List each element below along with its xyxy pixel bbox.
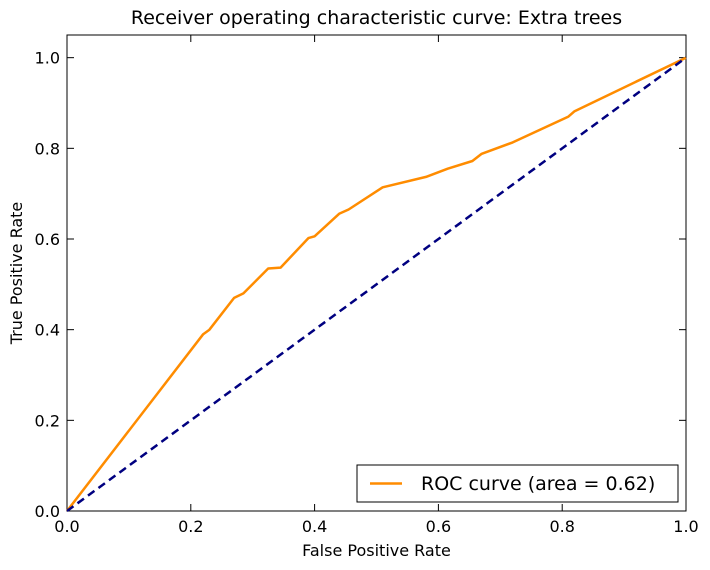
x-tick-label: 0.2: [178, 517, 203, 536]
chance-diagonal-line: [66, 56, 687, 513]
legend-box: [356, 464, 679, 503]
x-axis-label: False Positive Rate: [302, 541, 451, 560]
legend: ROC curve (area = 0.62): [356, 464, 679, 503]
x-tick-label: 0.8: [549, 517, 574, 536]
y-tick-label: 0.2: [35, 411, 60, 430]
x-tick-label: 1.0: [673, 517, 698, 536]
series-layer: [66, 56, 687, 513]
x-tick-label: 0.4: [302, 517, 327, 536]
y-tick-label: 0.4: [35, 321, 60, 340]
roc-curve-line: [66, 56, 687, 512]
y-tick-label: 0.6: [35, 230, 60, 249]
chart-title: Receiver operating characteristic curve:…: [131, 7, 622, 29]
y-tick-label: 1.0: [35, 49, 60, 68]
ticks-layer: 0.0 0.2 0.4 0.6 0.8 1.0 0.0 0.2 0.4 0.6 0.8 1.0: [35, 35, 699, 536]
x-tick-label: 0.6: [426, 517, 451, 536]
legend-label-roc: ROC curve (area = 0.62): [421, 473, 655, 495]
plot-area: [66, 34, 687, 512]
y-tick-label: 0.8: [35, 139, 60, 158]
y-axis-label: True Positive Rate: [7, 202, 26, 346]
y-tick-label: 0.0: [35, 502, 60, 521]
x-tick-label: 0.0: [54, 517, 79, 536]
